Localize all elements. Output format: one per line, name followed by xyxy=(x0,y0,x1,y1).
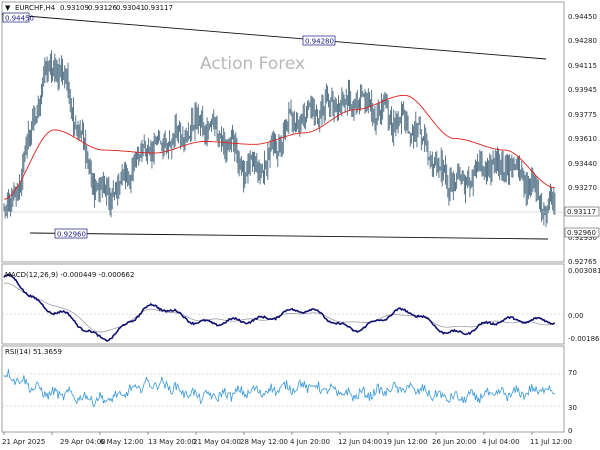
price-tick: 0.94280 xyxy=(568,37,597,45)
header-open: 0.93109 xyxy=(60,4,89,12)
time-tick: 4 Jun 20:00 xyxy=(290,438,330,446)
price-tick: 0.93270 xyxy=(568,184,597,192)
time-tick: 21 Apr 2025 xyxy=(2,438,45,446)
time-tick: 4 Jul 04:00 xyxy=(482,438,520,446)
high-box xyxy=(2,12,30,23)
rsi-tick: 30 xyxy=(568,404,577,412)
time-tick: 21 May 04:00 xyxy=(193,438,241,446)
support-price-label: 0.92960 xyxy=(567,229,596,237)
swing-high-box xyxy=(302,35,336,46)
macd-tick: -0.001868 xyxy=(568,335,600,343)
moving-average-line xyxy=(3,94,555,200)
time-tick: 19 Jun 12:00 xyxy=(383,438,427,446)
price-tick: 0.92930 xyxy=(568,234,597,242)
rsi-tick: 70 xyxy=(568,369,577,377)
price-tick: 0.93610 xyxy=(568,135,597,143)
rsi-line xyxy=(3,368,556,408)
time-tick: 26 Jun 20:00 xyxy=(432,438,476,446)
rsi-series xyxy=(2,368,564,408)
price-panel-frame xyxy=(1,1,565,263)
rsi-label: RSI(14) 51.3659 xyxy=(5,348,62,356)
time-tick: 13 May 20:00 xyxy=(148,438,196,446)
time-tick: 28 May 12:00 xyxy=(240,438,288,446)
price-tick: 0.92765 xyxy=(568,258,597,266)
time-tick: 29 Apr 04:00 xyxy=(60,438,106,446)
macd-line xyxy=(3,273,556,342)
header-close: 0.93117 xyxy=(144,4,173,12)
high-box-label: 0.94450 xyxy=(5,15,34,23)
macd-label: MACD(12,26,9) -0.000449 -0.000662 xyxy=(5,271,134,279)
price-tick: 0.93775 xyxy=(568,111,597,119)
macd-tick: 0.00 xyxy=(568,312,584,320)
low-box-label: 0.92960 xyxy=(57,231,86,239)
price-series xyxy=(3,50,556,228)
macd-panel-frame xyxy=(1,263,565,345)
support-trendline xyxy=(29,232,549,240)
price-axis: 0.94450 0.94280 0.94115 0.93945 0.93775 … xyxy=(568,13,597,266)
price-tick: 0.93440 xyxy=(568,160,597,168)
header-symbol: EURCHF,H4 xyxy=(15,4,56,12)
low-box xyxy=(54,228,88,239)
rsi-panel-frame xyxy=(1,345,565,433)
watermark: Action Forex xyxy=(200,54,305,74)
support-price-badge xyxy=(564,227,600,238)
price-tick: 0.94115 xyxy=(568,62,597,70)
header-high: 0.93126 xyxy=(88,4,117,12)
macd-series xyxy=(2,273,564,342)
time-tick: 12 Jun 04:00 xyxy=(338,438,382,446)
resistance-trendline xyxy=(1,13,547,60)
header-low: 0.93041 xyxy=(116,4,145,12)
axes xyxy=(3,432,533,435)
swing-high-box-label: 0.94280 xyxy=(305,38,334,46)
macd-signal-line xyxy=(3,282,555,333)
price-tick: 0.93945 xyxy=(568,86,597,94)
macd-tick: 0.003081 xyxy=(568,267,600,275)
current-price-label: 0.93117 xyxy=(567,208,596,216)
header-arrow: ▼ xyxy=(5,4,11,12)
time-tick: 11 Jul 12:00 xyxy=(530,438,572,446)
time-axis: 21 Apr 2025 29 Apr 04:00 6 May 12:00 13 … xyxy=(2,438,572,446)
current-price-badge xyxy=(564,206,600,217)
price-tick: 0.94450 xyxy=(568,13,597,21)
time-tick: 6 May 12:00 xyxy=(100,438,144,446)
rsi-tick: 0 xyxy=(568,427,572,435)
